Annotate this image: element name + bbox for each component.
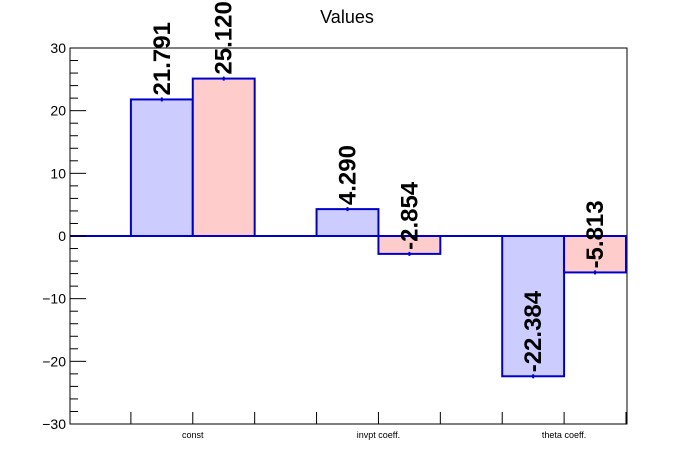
data-label: 21.791 bbox=[149, 22, 176, 95]
axes-layer: −30 −20 −10 0 10 20 30 const invpt coeff. theta c… bbox=[42, 40, 627, 440]
data-label: 4.290 bbox=[335, 145, 362, 205]
chart-title: Values bbox=[320, 7, 374, 27]
data-label: -22.384 bbox=[520, 290, 547, 372]
y-tick-label: 0 bbox=[58, 228, 66, 244]
bar-theta-coeff--s1 bbox=[501, 235, 566, 378]
x-category-label: theta coeff. bbox=[542, 430, 586, 440]
bar-const-s2 bbox=[191, 77, 256, 238]
data-label: 25.120 bbox=[211, 1, 238, 74]
y-tick-label: 30 bbox=[50, 40, 66, 56]
bar-const-s1 bbox=[129, 98, 194, 237]
x-category-label: invpt coeff. bbox=[357, 430, 400, 440]
y-tick-label: −30 bbox=[42, 416, 66, 432]
bars-layer bbox=[129, 76, 627, 379]
data-label: -2.854 bbox=[396, 181, 423, 250]
y-tick-label: −10 bbox=[42, 291, 66, 307]
bar-invpt-coeff--s1 bbox=[315, 208, 380, 237]
y-tick-label: 20 bbox=[50, 103, 66, 119]
x-category-label: const bbox=[182, 430, 204, 440]
y-tick-label: −20 bbox=[42, 353, 66, 369]
data-labels-layer: 21.791 4.290 -22.384 25.120 -2.854 -5.813 bbox=[149, 1, 609, 372]
data-label: -5.813 bbox=[582, 200, 609, 268]
y-tick-label: 10 bbox=[50, 165, 66, 181]
